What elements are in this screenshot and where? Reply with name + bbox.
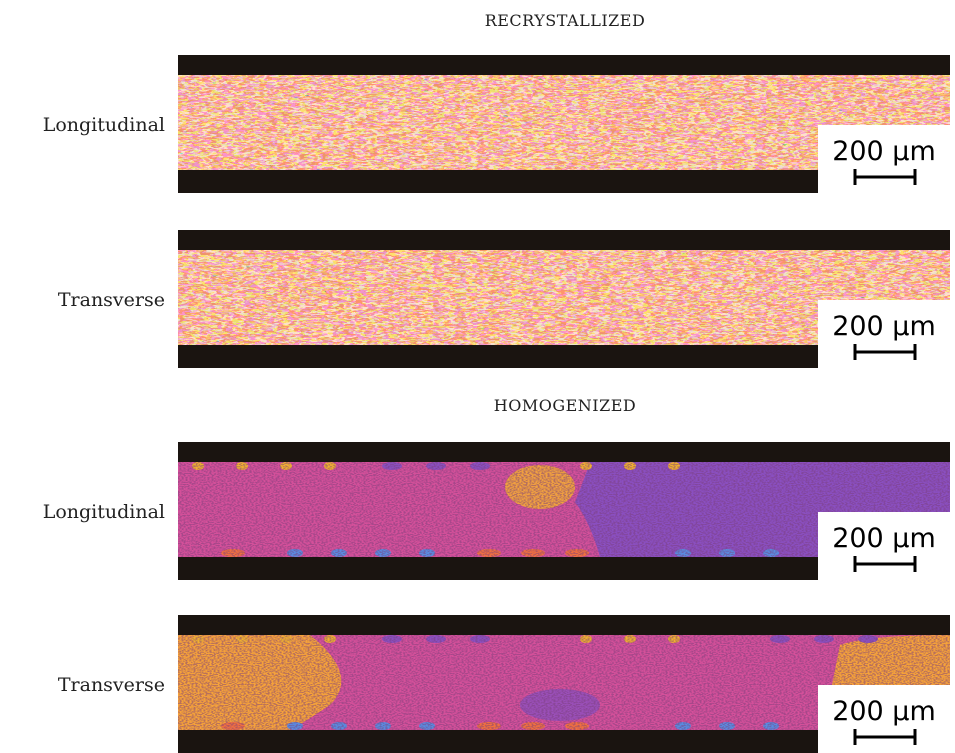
section-title: RECRYSTALLIZED — [485, 11, 646, 30]
micrograph: 200 µm — [178, 230, 950, 368]
row-label: Longitudinal — [43, 501, 165, 523]
row-label: Transverse — [58, 674, 165, 696]
row-label: Transverse — [58, 289, 165, 311]
scale-label: 200 µm — [832, 311, 936, 342]
scale-label: 200 µm — [832, 523, 936, 554]
figure: RECRYSTALLIZED Longitudinal 200 µm Transver… — [0, 0, 955, 753]
section-title: HOMOGENIZED — [494, 396, 636, 415]
micrograph: 200 µm — [178, 55, 950, 193]
scale-label: 200 µm — [832, 696, 936, 727]
micrograph: 200 µm — [178, 615, 950, 753]
row-label: Longitudinal — [43, 114, 165, 136]
figure-body: RECRYSTALLIZED Longitudinal 200 µm Transver… — [43, 11, 950, 753]
scale-label: 200 µm — [832, 136, 936, 167]
micrograph: 200 µm — [178, 442, 950, 580]
